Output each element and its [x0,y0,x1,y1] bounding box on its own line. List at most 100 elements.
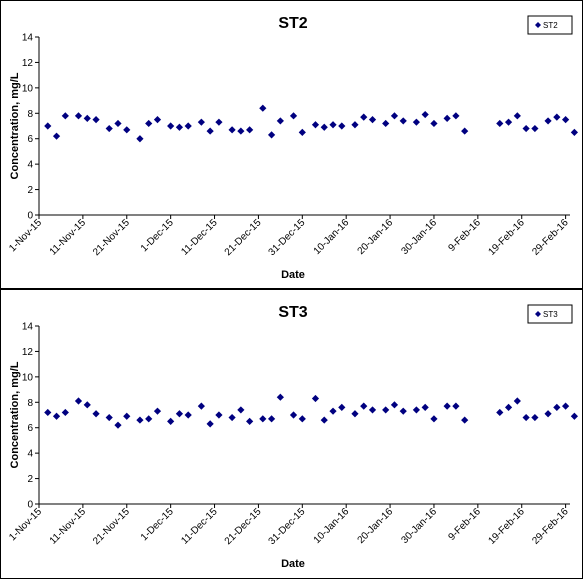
data-point-diamond [496,408,504,417]
legend-marker-diamond [535,311,541,317]
data-point-diamond [61,408,69,417]
data-point-diamond [237,127,245,135]
chart-title: ST2 [278,15,307,32]
y-tick-label: 12 [22,347,34,358]
x-tick-label: 21-Dec-15 [223,506,264,547]
y-tick-label: 14 [22,33,34,44]
data-point-diamond [570,412,578,420]
data-point-diamond [553,403,561,411]
x-tick-label: 20-Jan-16 [356,506,396,546]
data-point-diamond [360,402,368,410]
data-point-diamond [114,421,122,429]
data-point-diamond [382,119,390,128]
data-point-diamond [522,124,530,133]
x-tick-label: 11-Dec-15 [179,217,220,258]
data-point-diamond [443,114,451,122]
x-tick-label: 11-Dec-15 [179,506,220,547]
data-point-diamond [61,112,69,120]
data-point-diamond [197,118,205,126]
data-point-diamond [430,415,438,423]
data-point-diamond [83,114,91,122]
x-axis-label: Date [281,558,305,570]
data-point-diamond [496,119,504,128]
data-point-diamond [461,127,469,135]
data-point-diamond [390,401,399,409]
data-point-diamond [105,124,113,133]
data-point-diamond [412,118,421,126]
data-point-diamond [228,126,236,134]
data-point-diamond [452,112,460,120]
data-point-diamond [92,116,100,124]
x-tick-label: 21-Nov-15 [91,217,132,258]
data-point-diamond [215,118,223,126]
data-point-diamond [320,123,328,131]
data-point-diamond [513,397,521,405]
x-tick-label: 30-Jan-16 [399,506,439,546]
x-tick-label: 19-Feb-16 [486,506,527,547]
y-tick-label: 12 [22,58,34,69]
data-point-diamond [259,415,267,423]
x-tick-label: 1-Nov-15 [7,217,44,254]
data-point-diamond [570,128,578,136]
data-point-diamond [562,402,570,410]
data-point-diamond [430,119,438,128]
data-point-diamond [399,117,407,125]
x-tick-label: 9-Feb-16 [446,506,483,543]
y-tick-label: 4 [27,160,33,171]
data-point-diamond [298,415,306,423]
data-point-diamond [197,402,205,410]
y-axis-label: Concentration, mg/L [9,361,21,468]
chart-st3: ST3 0 2 4 6 8 10 12 14 1-Nov-15 11-Nov-15 21-Nov-15… [7,304,578,570]
data-point-diamond [289,411,298,419]
x-tick-label: 29-Feb-16 [530,217,571,258]
legend-label: ST2 [543,21,558,30]
x-tick-label: 1-Nov-15 [7,506,44,543]
data-point-diamond [531,124,539,133]
y-tick-label: 8 [27,109,33,120]
y-tick-label: 0 [27,500,33,511]
data-point-diamond [74,397,83,405]
data-point-diamond [44,122,52,130]
x-tick-label: 31-Dec-15 [267,506,308,547]
data-point-diamond [368,406,377,414]
data-point-diamond [289,112,298,120]
data-point-diamond [153,116,162,124]
data-point-diamond [504,403,513,411]
data-point-diamond [175,123,184,131]
x-tick-label: 10-Jan-16 [312,506,352,546]
data-point-diamond [136,135,144,143]
data-point-diamond [153,407,162,415]
data-point-diamond [276,393,284,401]
data-point-diamond [351,121,359,129]
data-point-diamond [259,104,267,112]
data-point-diamond [145,415,153,423]
data-point-diamond [562,116,570,124]
data-point-diamond [228,413,236,422]
data-point-diamond [52,412,61,420]
data-point-diamond [52,132,61,140]
x-tick-label: 1-Dec-15 [139,506,176,543]
data-point-diamond [544,117,552,125]
data-point-diamond [206,420,214,428]
chart-legend: ST2 [527,15,573,35]
y-tick-label: 6 [27,423,33,434]
x-tick-label: 20-Jan-16 [356,217,396,257]
data-point-diamond [123,412,131,420]
y-tick-label: 14 [22,322,34,333]
x-axis-label: Date [281,269,305,281]
data-point-diamond [92,410,100,418]
data-point-diamond [421,403,429,411]
x-tick-label: 31-Dec-15 [267,217,308,258]
data-point-diamond [145,119,153,128]
data-point-diamond [237,406,245,414]
y-tick-label: 4 [27,449,33,460]
y-axis-label: Concentration, mg/L [9,72,21,179]
data-point-diamond [351,410,359,418]
x-tick-label: 9-Feb-16 [446,217,483,254]
chart-title: ST3 [278,304,307,321]
data-point-diamond [184,122,192,130]
x-tick-label: 11-Nov-15 [48,506,89,547]
data-point-diamond [276,117,284,125]
y-tick-label: 10 [22,83,34,94]
x-tick-label: 1-Dec-15 [139,217,176,254]
